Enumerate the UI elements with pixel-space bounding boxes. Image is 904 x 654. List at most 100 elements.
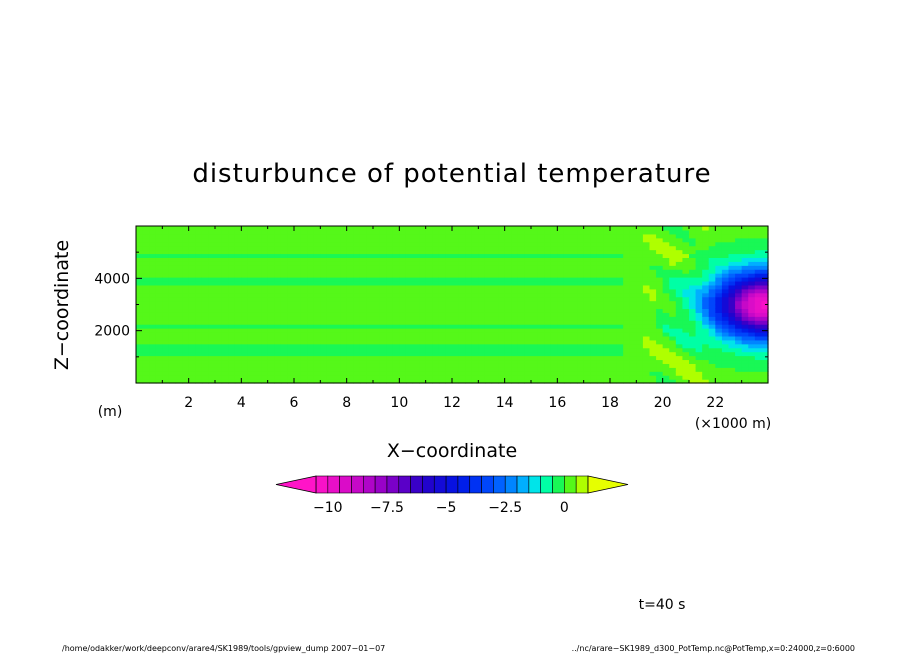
field-cell [675, 359, 684, 364]
field-cell [557, 300, 565, 306]
field-cell [675, 367, 684, 372]
field-cell [531, 359, 539, 364]
field-cell [570, 280, 578, 286]
field-cell [636, 375, 644, 380]
field-cell [702, 269, 710, 274]
field-cell [596, 351, 605, 357]
field-cell [616, 379, 624, 384]
field-cell [379, 324, 387, 329]
field-cell [386, 359, 394, 364]
field-cell [656, 316, 664, 321]
field-cell [577, 261, 585, 266]
field-cell [379, 249, 387, 255]
field-cell [721, 261, 730, 266]
field-cell [761, 320, 769, 325]
field-cell [570, 241, 578, 247]
field-cell [221, 355, 229, 361]
field-cell [511, 343, 519, 349]
field-cell [642, 292, 651, 298]
field-cell [155, 233, 163, 239]
field-cell [379, 296, 387, 302]
field-cell [419, 316, 427, 321]
field-cell [669, 245, 677, 251]
field-cell [182, 347, 190, 353]
field-cell [715, 237, 723, 243]
field-cell [610, 335, 618, 341]
field-cell [320, 363, 328, 368]
field-cell [682, 320, 690, 325]
field-cell [728, 359, 736, 364]
field-cell [642, 237, 651, 243]
field-cell [432, 379, 440, 384]
field-cell [557, 324, 565, 329]
field-cell [570, 339, 578, 345]
field-cell [649, 304, 657, 310]
field-cell [708, 371, 716, 376]
field-cell [287, 339, 295, 345]
field-cell [708, 292, 716, 298]
field-cell [702, 367, 710, 372]
field-cell [498, 245, 506, 251]
field-cell [247, 245, 256, 251]
field-cell [340, 241, 348, 247]
field-cell [517, 292, 526, 298]
field-cell [168, 347, 177, 353]
field-cell [267, 312, 275, 317]
field-cell [636, 304, 644, 310]
field-cell [241, 367, 249, 372]
field-cell [399, 296, 407, 302]
field-cell [247, 226, 256, 231]
field-cell [590, 351, 598, 357]
field-cell [583, 308, 591, 313]
field-cell [162, 292, 170, 298]
field-cell [557, 367, 565, 372]
field-cell [392, 269, 400, 274]
field-cell [294, 359, 302, 364]
field-cell [333, 324, 341, 329]
field-cell [662, 347, 670, 353]
field-cell [294, 277, 302, 282]
field-cell [195, 339, 203, 345]
field-cell [702, 351, 710, 357]
field-cell [188, 359, 196, 364]
field-cell [491, 335, 499, 341]
field-cell [373, 273, 381, 278]
colorbar-segment [552, 475, 565, 494]
field-cell [695, 229, 703, 235]
field-cell [392, 296, 400, 302]
field-cell [162, 331, 170, 337]
field-cell [748, 363, 756, 368]
field-cell [662, 371, 670, 376]
field-cell [603, 335, 611, 341]
field-cell [557, 237, 565, 243]
field-cell [359, 265, 368, 270]
field-cell [425, 328, 433, 333]
field-cell [228, 226, 236, 231]
field-cell [333, 237, 341, 243]
field-cell [702, 226, 710, 231]
field-cell [287, 265, 295, 270]
field-cell [537, 269, 545, 274]
field-cell [340, 269, 348, 274]
field-cell [610, 328, 618, 333]
field-cell [675, 347, 684, 353]
y-axis-unit: (m) [98, 404, 123, 420]
field-cell [392, 359, 400, 364]
field-cell [294, 351, 302, 357]
field-cell [498, 347, 506, 353]
field-cell [702, 343, 710, 349]
field-cell [452, 343, 460, 349]
field-cell [590, 292, 598, 298]
field-cell [735, 269, 743, 274]
field-cell [399, 320, 407, 325]
field-cell [234, 257, 242, 262]
field-cell [570, 226, 578, 231]
field-cell [294, 331, 302, 337]
field-cell [524, 245, 532, 251]
field-cell [267, 280, 275, 286]
field-cell [280, 273, 289, 278]
field-cell [610, 249, 618, 255]
field-cell [689, 316, 697, 321]
field-cell [379, 304, 387, 310]
field-cell [261, 257, 269, 262]
